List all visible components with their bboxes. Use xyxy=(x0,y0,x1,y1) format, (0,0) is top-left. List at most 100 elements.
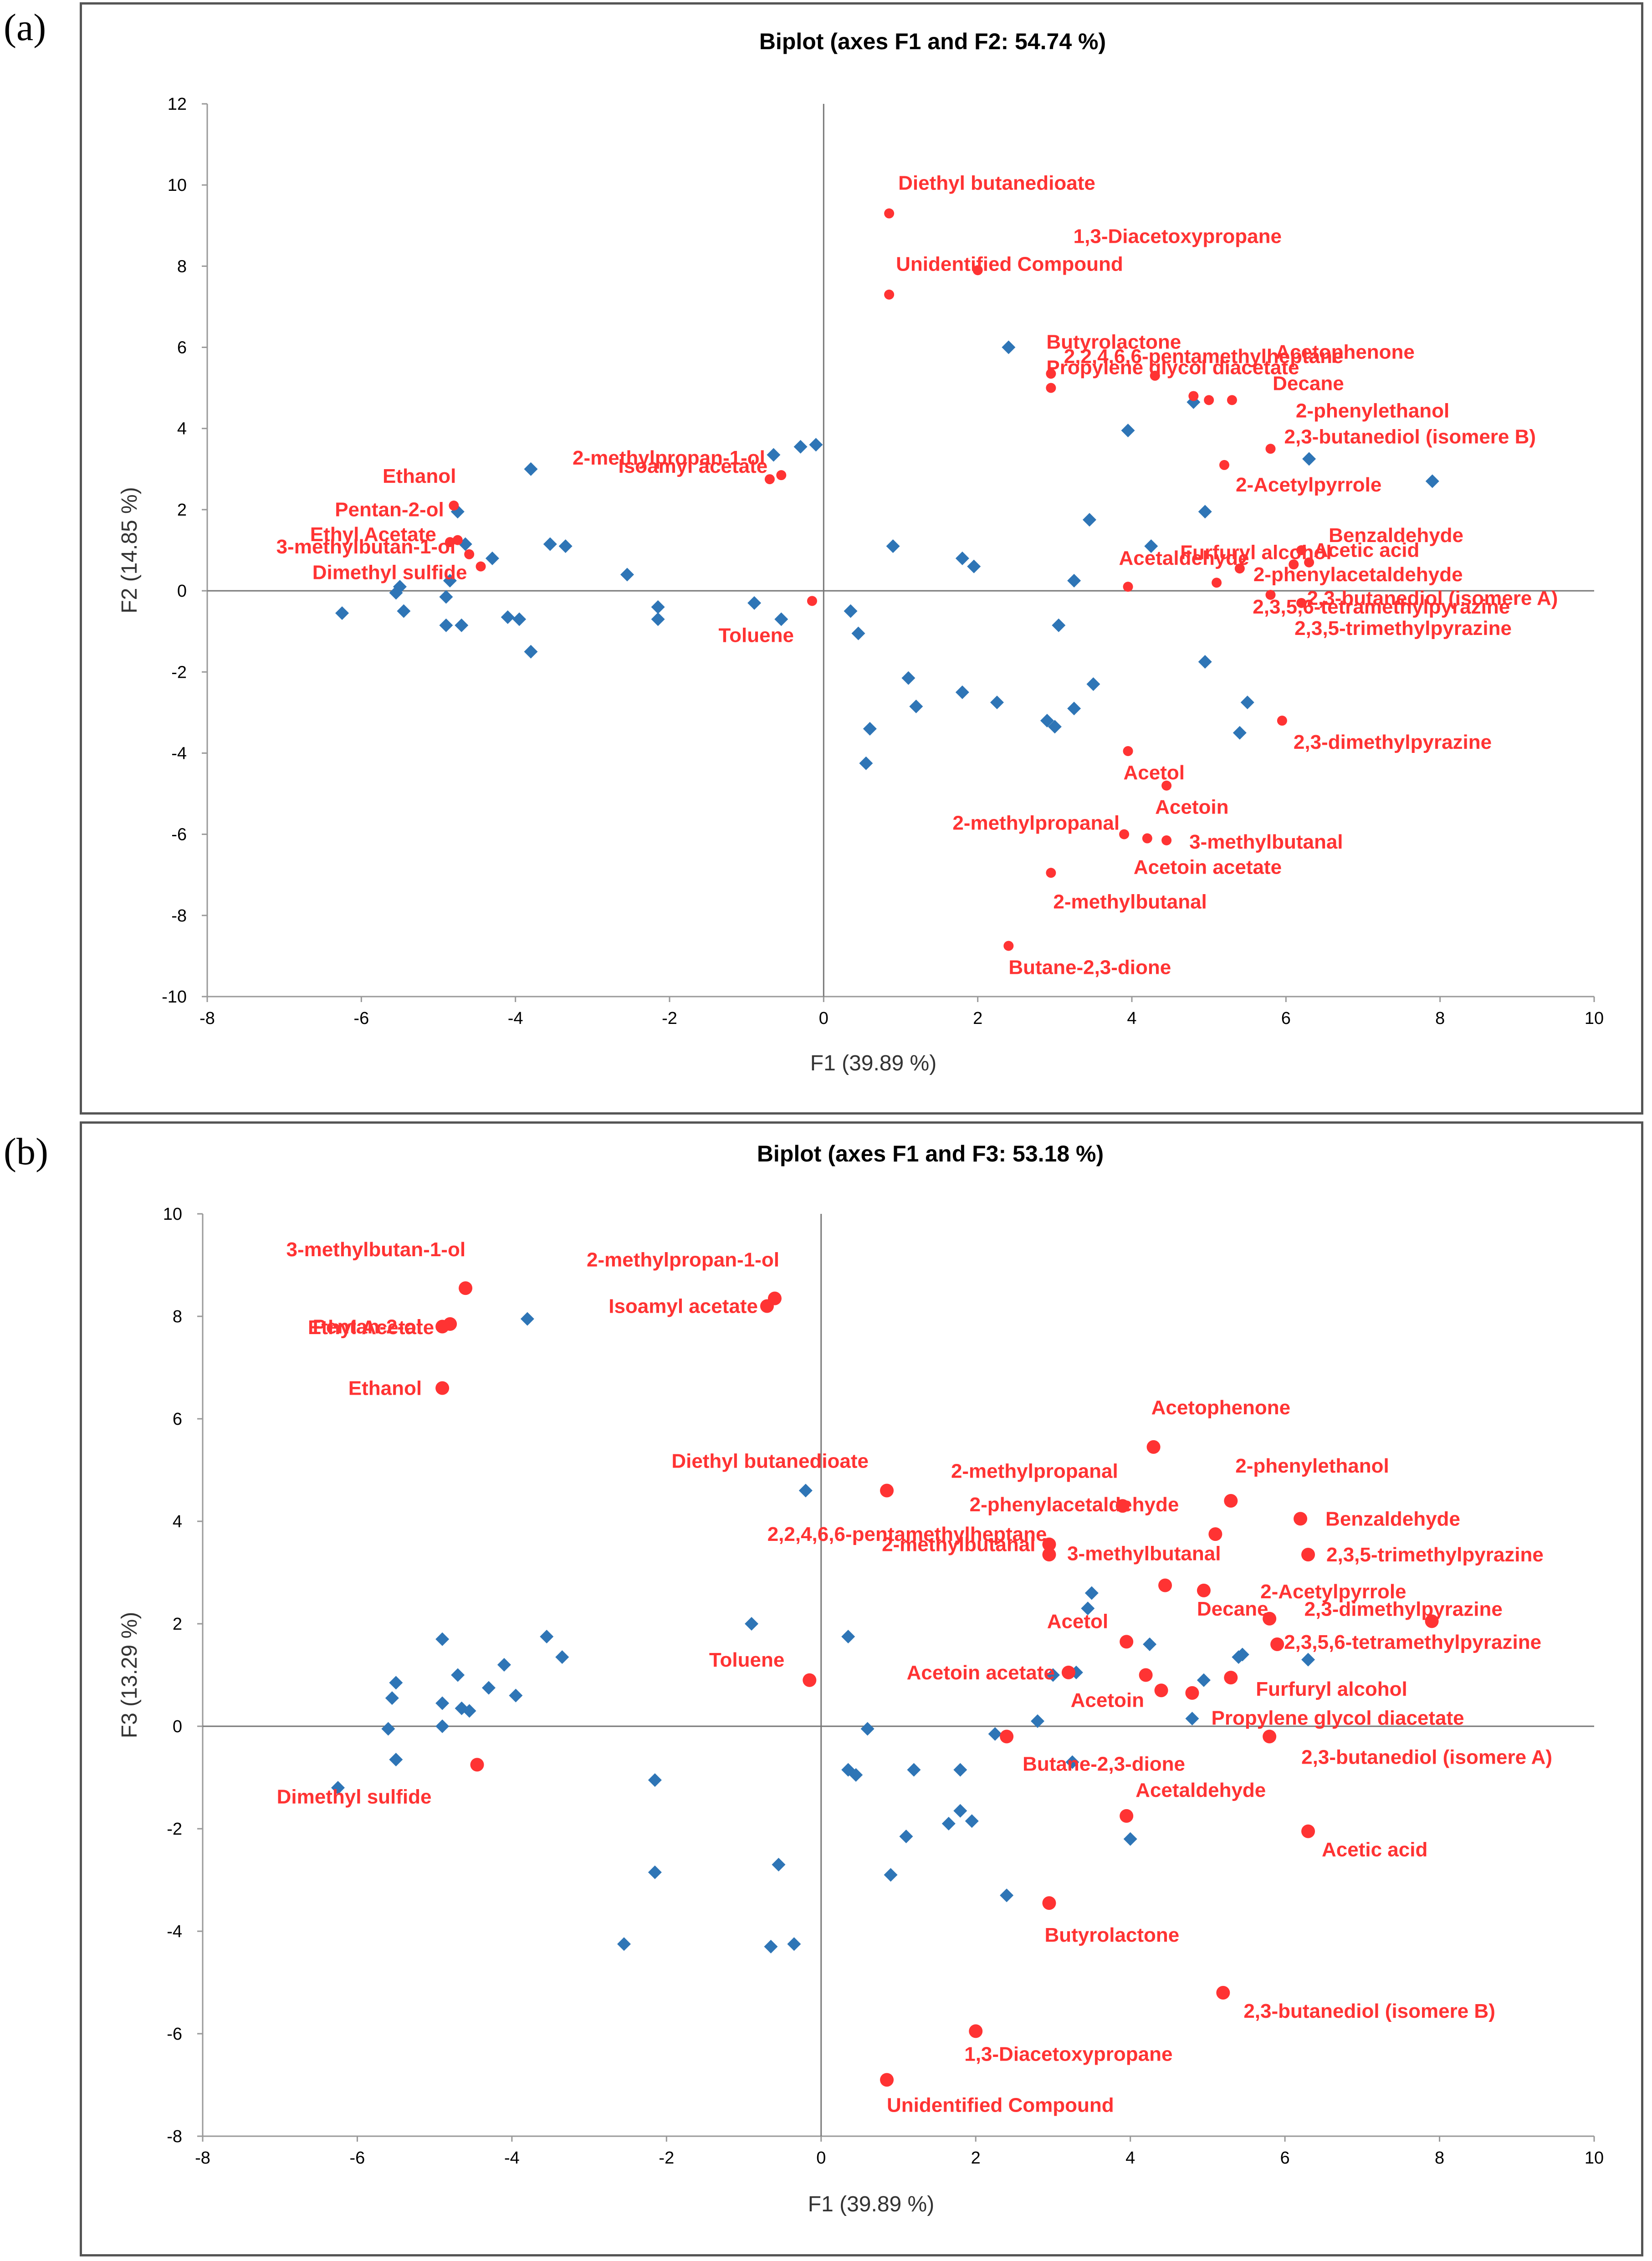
variable-label-decane: Decane xyxy=(1197,1598,1268,1620)
variable-label-3-methylbutan-1-ol: 3-methylbutan-1-ol xyxy=(286,1238,465,1261)
observation-point xyxy=(899,1829,913,1843)
x-tick-label: -4 xyxy=(504,2148,520,2168)
x-tick-label: -2 xyxy=(659,2148,674,2168)
variable-point-acetoin-acetate xyxy=(1142,833,1152,844)
variable-point-unidentified-compound xyxy=(884,289,895,300)
observation-point xyxy=(462,1704,476,1718)
variable-point-ethanol xyxy=(449,501,459,511)
variable-label-acetic-acid: Acetic acid xyxy=(1314,539,1419,562)
observation-point xyxy=(481,1681,496,1695)
variable-point-2-3-dimethylpyrazine xyxy=(1425,1614,1439,1628)
variable-label-2-3-5-trimethylpyrazine: 2,3,5-trimethylpyrazine xyxy=(1294,617,1512,639)
observation-point xyxy=(397,604,411,618)
observation-point xyxy=(767,448,781,462)
y-axis-label: F2 (14.85 %) xyxy=(118,487,142,613)
variable-point-2-3-5-trimethylpyrazine xyxy=(1301,1548,1315,1562)
observation-point xyxy=(451,1668,465,1682)
variable-label-butane-2-3-dione: Butane-2,3-dione xyxy=(1023,1753,1185,1775)
observation-point xyxy=(1301,1652,1315,1667)
observation-point xyxy=(901,671,916,685)
observation-point xyxy=(1081,1601,1095,1616)
variable-point-2-3-dimethylpyrazine xyxy=(1277,716,1287,726)
chart-frame-a xyxy=(80,2,1643,1115)
x-tick-label: -8 xyxy=(195,2148,210,2168)
observation-point xyxy=(648,1773,662,1787)
variable-point-1-3-diacetoxypropane xyxy=(969,2024,983,2038)
variable-label-3-methylbutan-1-ol: 3-methylbutan-1-ol xyxy=(276,536,456,558)
observation-point xyxy=(1144,539,1158,553)
chart-title: Biplot (axes F1 and F3: 53.18 %) xyxy=(757,1141,1104,1166)
y-tick-label: -4 xyxy=(171,744,187,763)
observation-point xyxy=(497,1658,511,1672)
variable-label-2-phenylacetaldehyde: 2-phenylacetaldehyde xyxy=(970,1494,1179,1516)
observation-point xyxy=(620,568,634,582)
y-tick-label: -6 xyxy=(167,2025,182,2044)
x-tick-label: 6 xyxy=(1281,1009,1291,1028)
variable-point-ethyl-acetate xyxy=(445,537,455,547)
y-tick-label: 0 xyxy=(177,582,187,601)
observation-point xyxy=(1052,618,1066,632)
x-tick-label: 8 xyxy=(1435,2148,1444,2168)
variable-label-toluene: Toluene xyxy=(709,1649,784,1671)
variable-label-diethyl-butanedioate: Diethyl butanedioate xyxy=(671,1450,869,1473)
chart-title: Biplot (axes F1 and F2: 54.74 %) xyxy=(759,29,1106,54)
x-tick-label: -6 xyxy=(350,2148,365,2168)
variable-point-pentan-2-ol xyxy=(435,1320,450,1334)
variable-point-1-3-diacetoxypropane xyxy=(972,265,983,276)
y-tick-label: 10 xyxy=(163,1205,182,1224)
variable-label-acetoin: Acetoin xyxy=(1155,796,1228,818)
observation-point xyxy=(745,1617,759,1631)
observation-point xyxy=(953,1804,967,1818)
observation-point xyxy=(955,551,969,565)
observation-point xyxy=(967,559,981,573)
variable-label-propylene-glycol-diacetate: Propylene glycol diacetate xyxy=(1046,357,1299,379)
x-tick-label: 0 xyxy=(819,1009,829,1028)
variable-label-butyrolactone: Butyrolactone xyxy=(1044,1924,1179,1946)
observation-point xyxy=(941,1816,956,1831)
observation-point xyxy=(859,756,873,770)
observation-point xyxy=(909,700,923,713)
variable-label-isoamyl-acetate: Isoamyl acetate xyxy=(619,455,768,477)
y-tick-label: 12 xyxy=(168,95,187,114)
observation-point xyxy=(1048,720,1062,734)
observation-point xyxy=(439,590,453,604)
observation-point xyxy=(860,1722,875,1736)
y-tick-label: -10 xyxy=(162,987,187,1007)
variable-label-2-2-4-6-6-pentamethylheptane: 2,2,4,6,6-pentamethylheptane xyxy=(1064,345,1344,368)
variable-point-butane-2-3-dione xyxy=(1000,1729,1014,1744)
variable-point-unidentified-compound xyxy=(880,2073,894,2087)
observation-point xyxy=(540,1630,554,1644)
variable-point-decane xyxy=(1197,1583,1211,1597)
variable-point-2-3-butanediol-isomere-a xyxy=(1265,590,1276,600)
biplot-f1-f2: Biplot (axes F1 and F2: 54.74 %) -8 -6 -4 -2… xyxy=(118,29,1604,1075)
x-tick-label: 8 xyxy=(1435,1009,1445,1028)
observation-point xyxy=(617,1937,631,1951)
observation-point xyxy=(439,618,453,632)
observation-point xyxy=(389,1753,403,1767)
observation-point xyxy=(1067,573,1081,588)
variable-point-dimethyl-sulfide xyxy=(470,1758,484,1772)
variable-label-acetoin-acetate: Acetoin acetate xyxy=(907,1662,1055,1684)
observation-point xyxy=(558,539,573,553)
variable-label-butyrolactone: Butyrolactone xyxy=(1046,331,1181,353)
variable-label-2-3-5-trimethylpyrazine: 2,3,5-trimethylpyrazine xyxy=(1326,1544,1544,1566)
observation-point xyxy=(1031,1714,1044,1728)
variable-point-acetoin xyxy=(1161,780,1172,791)
observation-point xyxy=(524,645,538,659)
observation-point xyxy=(863,722,877,736)
observation-point xyxy=(443,573,457,588)
variable-point-2-3-5-6-tetramethylpyrazine xyxy=(1289,559,1299,570)
observation-point xyxy=(501,610,515,624)
observation-point xyxy=(555,1650,569,1664)
observation-point xyxy=(1302,452,1316,466)
x-tick-label: -2 xyxy=(662,1009,677,1028)
variable-label-2-methylbutanal: 2-methylbutanal xyxy=(882,1534,1035,1556)
observation-point xyxy=(512,612,527,626)
y-tick-label: -6 xyxy=(171,825,187,844)
x-tick-label: -6 xyxy=(353,1009,369,1028)
variable-label-ethanol: Ethanol xyxy=(348,1377,422,1400)
variable-label-2-methylpropanal: 2-methylpropanal xyxy=(952,812,1120,834)
variable-point-2-2-4-6-6-pentamethylheptane xyxy=(1042,1548,1056,1562)
variable-label-propylene-glycol-diacetate: Propylene glycol diacetate xyxy=(1212,1707,1464,1729)
observation-point xyxy=(435,1696,450,1710)
